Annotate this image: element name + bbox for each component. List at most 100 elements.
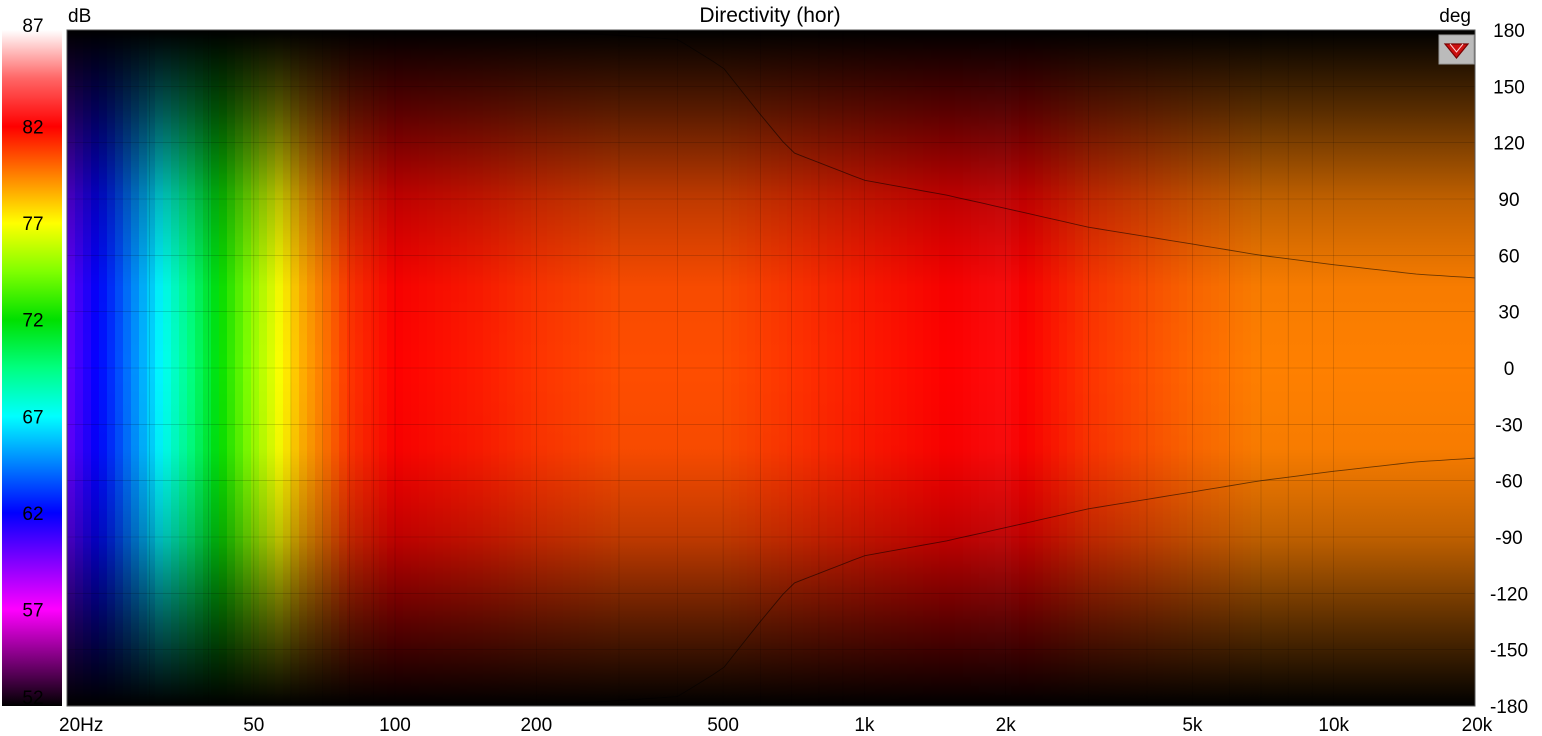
heatmap-column xyxy=(627,30,636,706)
heatmap-column xyxy=(819,30,828,706)
heatmap-column xyxy=(1035,30,1044,706)
colorbar-unit-label: dB xyxy=(68,6,91,27)
heatmap-column xyxy=(571,30,580,706)
heatmap-column xyxy=(1051,30,1060,706)
heatmap-column xyxy=(371,30,380,706)
heatmap-column xyxy=(523,30,532,706)
heatmap-column xyxy=(243,30,252,706)
heatmap-column xyxy=(899,30,908,706)
heatmap-column xyxy=(1323,30,1332,706)
heatmap-column xyxy=(595,30,604,706)
heatmap-column xyxy=(611,30,620,706)
heatmap-column xyxy=(1179,30,1188,706)
y-tick-label: 30 xyxy=(1498,303,1519,324)
heatmap-column xyxy=(67,30,76,706)
heatmap-column xyxy=(643,30,652,706)
heatmap-column xyxy=(123,30,132,706)
heatmap-layer xyxy=(67,30,1475,706)
heatmap-column xyxy=(131,30,140,706)
heatmap-column xyxy=(1107,30,1116,706)
x-tick-label: 1k xyxy=(854,715,875,736)
heatmap-column xyxy=(179,30,188,706)
colorbar-tick-label: 57 xyxy=(22,600,43,621)
y-axis-unit-label: deg xyxy=(1439,6,1471,27)
heatmap-column xyxy=(1267,30,1276,706)
heatmap-column xyxy=(979,30,988,706)
heatmap-column xyxy=(299,30,308,706)
heatmap-column xyxy=(491,30,500,706)
heatmap-column xyxy=(1195,30,1204,706)
logo-badge xyxy=(1438,34,1475,65)
x-tick-label: 5k xyxy=(1182,715,1203,736)
heatmap-column xyxy=(587,30,596,706)
heatmap-column xyxy=(1131,30,1140,706)
heatmap-column xyxy=(75,30,84,706)
heatmap-column xyxy=(1163,30,1172,706)
heatmap-column xyxy=(1123,30,1132,706)
x-tick-label: 50 xyxy=(243,715,264,736)
y-tick-label: -60 xyxy=(1495,472,1522,493)
heatmap-column xyxy=(1451,30,1460,706)
heatmap-column xyxy=(427,30,436,706)
heatmap-column xyxy=(531,30,540,706)
heatmap-column xyxy=(1291,30,1300,706)
x-axis-tick-labels: 20Hz 50 100 200 500 1k 2k 5k 10k 20k xyxy=(59,715,1493,736)
heatmap-column xyxy=(1259,30,1268,706)
heatmap-column xyxy=(195,30,204,706)
heatmap-column xyxy=(1067,30,1076,706)
y-tick-label: -30 xyxy=(1495,415,1522,436)
heatmap-column xyxy=(1467,30,1475,706)
diamond-logo-icon xyxy=(1443,43,1470,59)
heatmap-column xyxy=(171,30,180,706)
heatmap-column xyxy=(211,30,220,706)
heatmap-column xyxy=(635,30,644,706)
heatmap-column xyxy=(547,30,556,706)
heatmap-column xyxy=(1235,30,1244,706)
heatmap-column xyxy=(251,30,260,706)
heatmap-column xyxy=(283,30,292,706)
heatmap-column xyxy=(563,30,572,706)
x-tick-label: 2k xyxy=(996,715,1017,736)
heatmap-column xyxy=(867,30,876,706)
heatmap-column xyxy=(603,30,612,706)
heatmap-column xyxy=(715,30,724,706)
heatmap-column xyxy=(659,30,668,706)
heatmap-column xyxy=(1395,30,1404,706)
heatmap-column xyxy=(451,30,460,706)
colorbar-tick-label: 77 xyxy=(22,214,43,235)
heatmap-column xyxy=(1443,30,1452,706)
heatmap-column xyxy=(475,30,484,706)
heatmap-column xyxy=(139,30,148,706)
x-tick-label: 500 xyxy=(707,715,739,736)
diamond-logo-facet xyxy=(1449,43,1464,53)
chart-title: Directivity (hor) xyxy=(699,4,840,27)
heatmap-column xyxy=(851,30,860,706)
heatmap-column xyxy=(115,30,124,706)
heatmap-column xyxy=(395,30,404,706)
heatmap-column xyxy=(955,30,964,706)
heatmap-column xyxy=(419,30,428,706)
heatmap-column xyxy=(219,30,228,706)
heatmap-column xyxy=(1307,30,1316,706)
heatmap-column xyxy=(1419,30,1428,706)
heatmap-column xyxy=(891,30,900,706)
heatmap-column xyxy=(1331,30,1340,706)
heatmap-column xyxy=(835,30,844,706)
heatmap-column xyxy=(947,30,956,706)
heatmap-column xyxy=(339,30,348,706)
heatmap-column xyxy=(691,30,700,706)
heatmap-column xyxy=(651,30,660,706)
y-axis-tick-labels: 180 150 120 90 60 30 0 -30 -60 -90 -120 -150 -180 xyxy=(1490,21,1528,718)
heatmap-column xyxy=(827,30,836,706)
heatmap-column xyxy=(1411,30,1420,706)
colorbar-strip xyxy=(2,30,62,706)
heatmap-column xyxy=(1435,30,1444,706)
heatmap-column xyxy=(1187,30,1196,706)
grid-layer xyxy=(67,30,1475,706)
heatmap-column xyxy=(779,30,788,706)
heatmap-column xyxy=(795,30,804,706)
x-tick-label: 100 xyxy=(379,715,411,736)
heatmap-column xyxy=(1371,30,1380,706)
heatmap-column xyxy=(155,30,164,706)
